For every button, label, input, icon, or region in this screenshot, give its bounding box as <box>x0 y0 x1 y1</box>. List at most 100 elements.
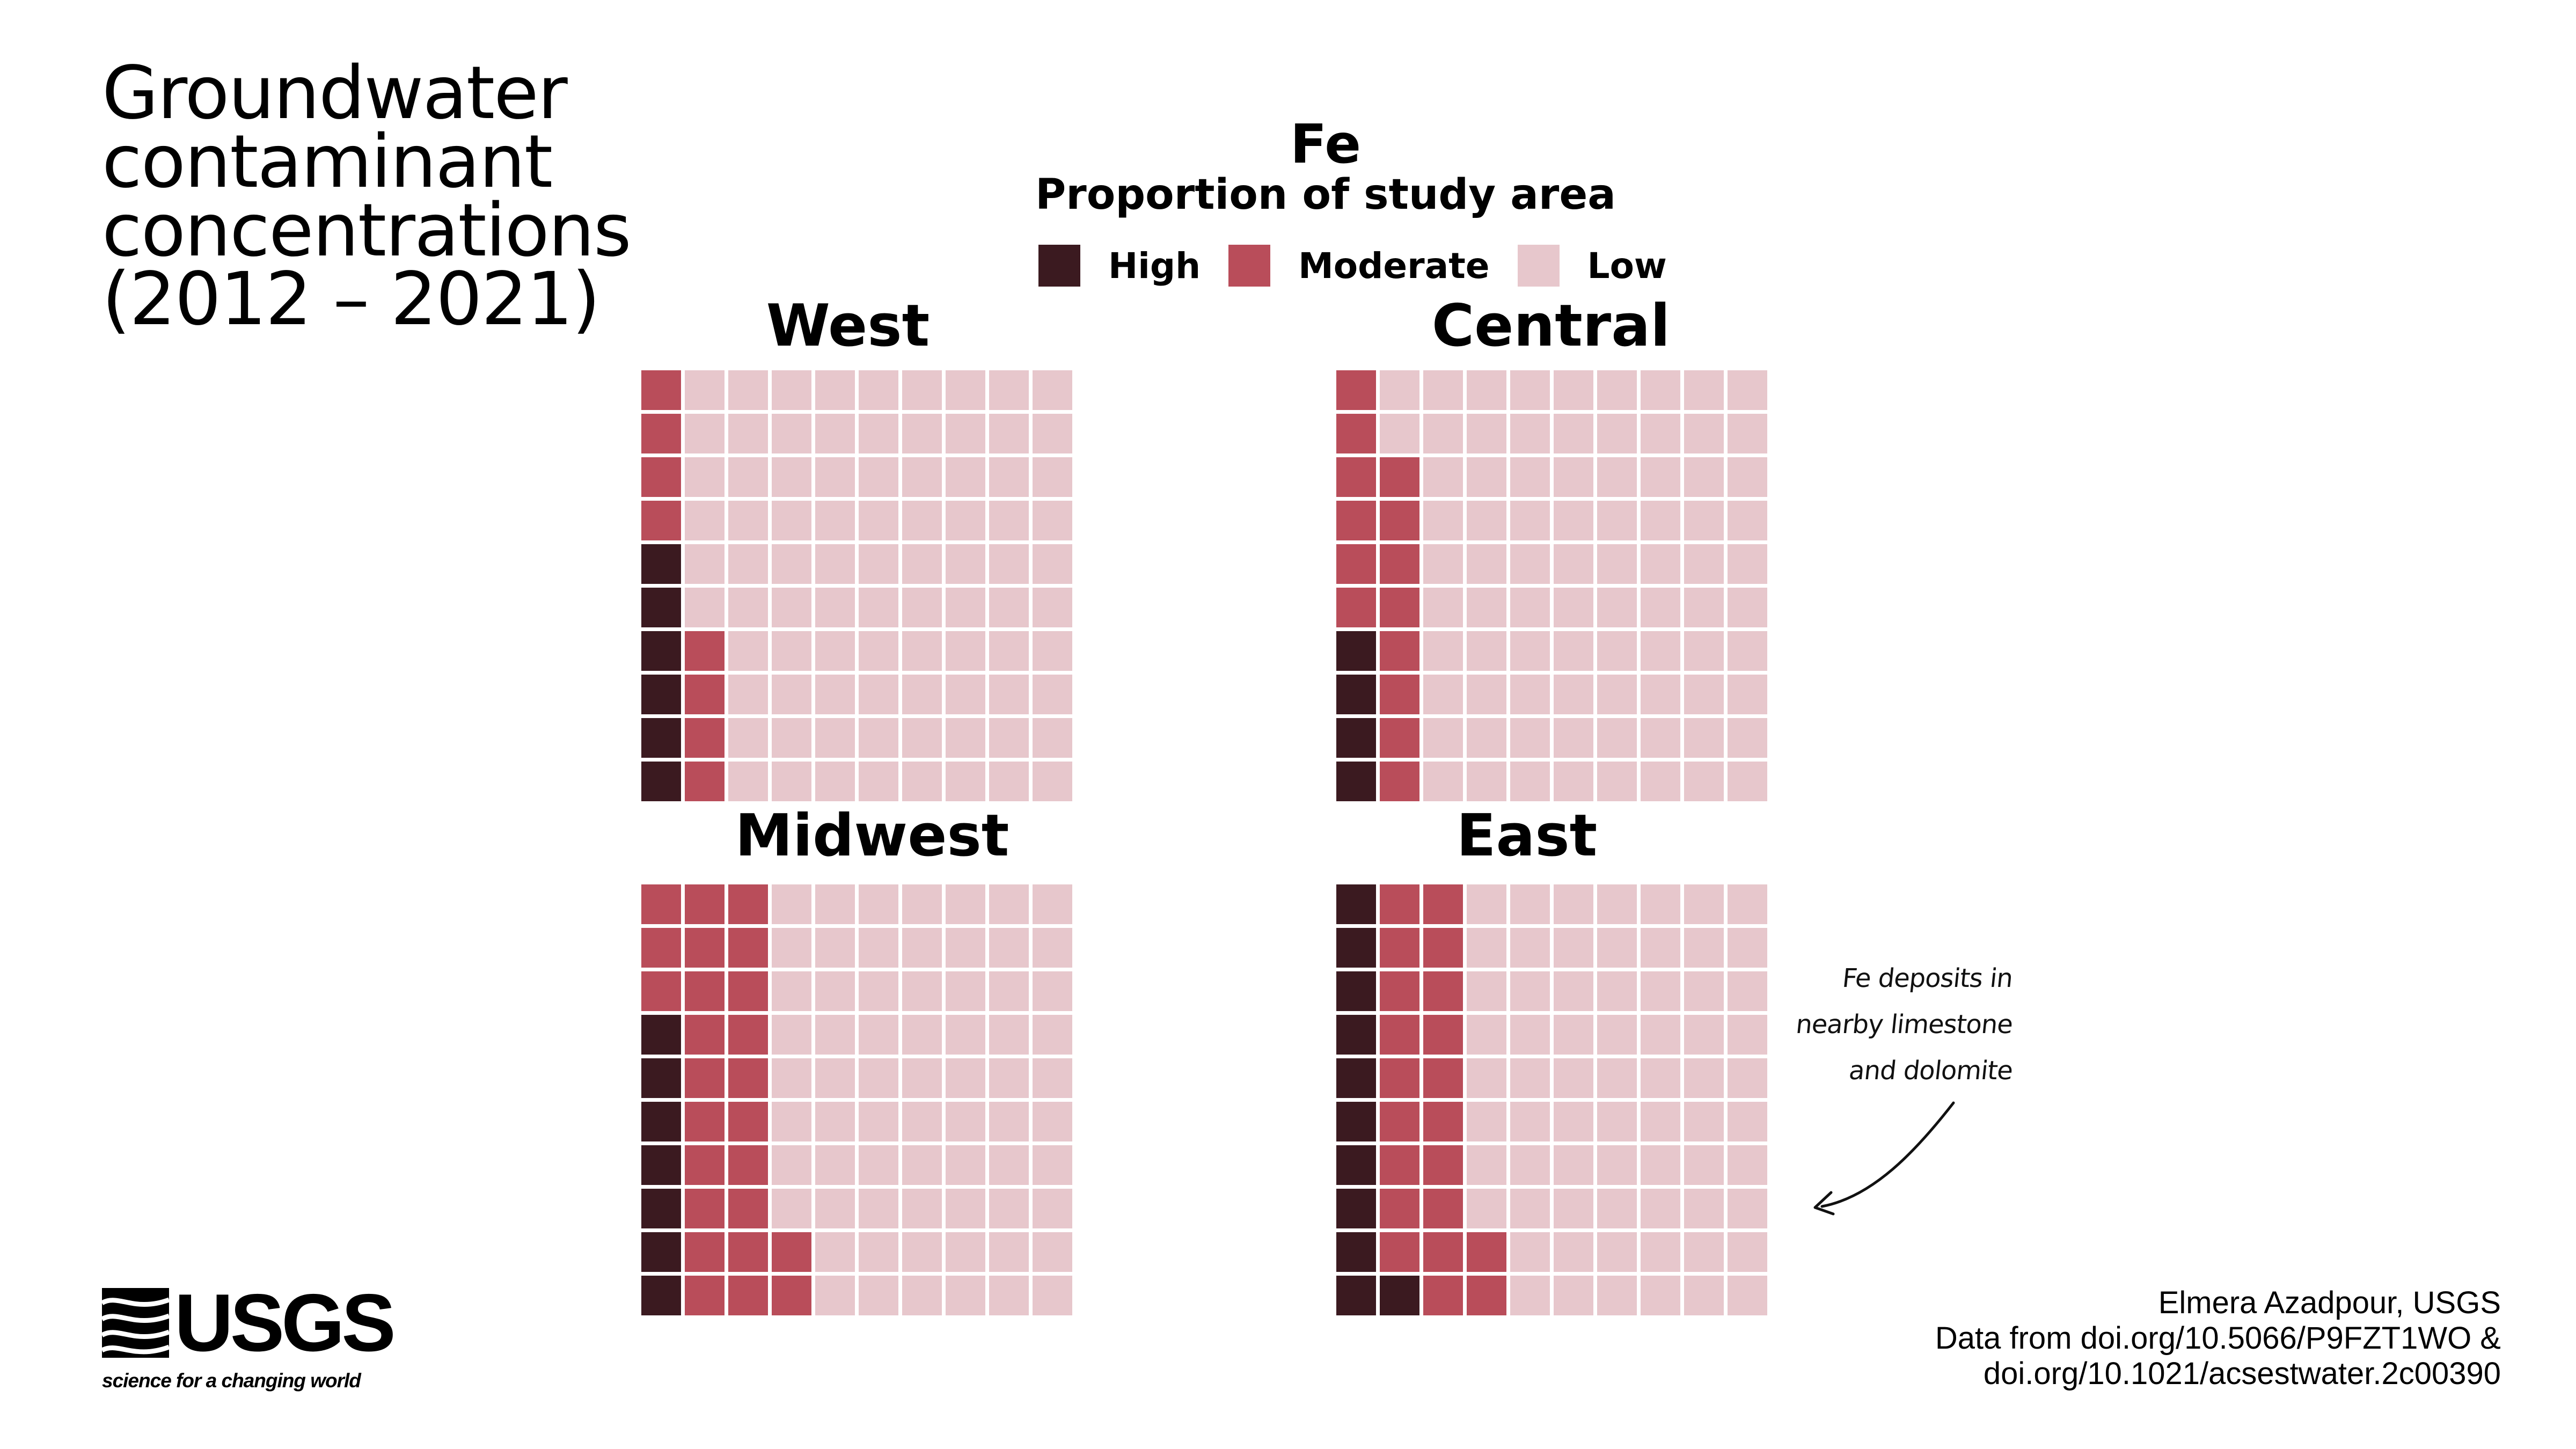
waffle-cell-low <box>859 370 898 410</box>
legend: High Moderate Low <box>1038 244 1695 287</box>
waffle-cell-low <box>1554 544 1593 584</box>
credit-author: Elmera Azadpour, USGS <box>2158 1285 2501 1320</box>
waffle-cell-low <box>1684 718 1724 758</box>
waffle-cell-low <box>728 762 768 801</box>
waffle-cell-low <box>1467 675 1506 714</box>
legend-label-moderate: Moderate <box>1298 245 1490 287</box>
waffle-cell-low <box>728 457 768 497</box>
waffle-cell-low <box>859 1145 898 1185</box>
waffle-cell-low <box>815 762 855 801</box>
panel-title-midwest: Midwest <box>735 802 1009 869</box>
waffle-cell-high <box>1336 971 1376 1011</box>
waffle-cell-low <box>1684 762 1724 801</box>
waffle-cell-high <box>641 631 681 671</box>
waffle-cell-low <box>1684 1232 1724 1272</box>
waffle-cell-low <box>859 884 898 924</box>
waffle-central <box>1336 370 1767 801</box>
waffle-cell-low <box>815 544 855 584</box>
waffle-cell-low <box>1597 718 1637 758</box>
waffle-cell-low <box>1380 414 1419 453</box>
waffle-cell-moderate <box>1336 414 1376 453</box>
waffle-cell-high <box>1336 1058 1376 1098</box>
waffle-cell-low <box>1033 675 1072 714</box>
waffle-cell-low <box>1554 971 1593 1011</box>
waffle-cell-low <box>859 718 898 758</box>
waffle-cell-low <box>1684 588 1724 627</box>
waffle-cell-low <box>1641 370 1680 410</box>
waffle-cell-low <box>1467 414 1506 453</box>
waffle-cell-low <box>859 971 898 1011</box>
credit-source-1: Data from doi.org/10.5066/P9FZT1WO & <box>1935 1321 2501 1356</box>
waffle-cell-low <box>1597 544 1637 584</box>
waffle-cell-moderate <box>685 1232 724 1272</box>
waffle-cell-low <box>1728 1145 1767 1185</box>
waffle-cell-moderate <box>685 631 724 671</box>
credits: Elmera Azadpour, USGS Data from doi.org/… <box>1935 1285 2501 1392</box>
waffle-cell-high <box>1336 675 1376 714</box>
waffle-cell-low <box>1684 414 1724 453</box>
waffle-cell-high <box>641 588 681 627</box>
waffle-cell-low <box>1728 971 1767 1011</box>
waffle-cell-moderate <box>1423 1276 1463 1315</box>
waffle-cell-low <box>1641 928 1680 968</box>
waffle-cell-low <box>859 457 898 497</box>
waffle-cell-moderate <box>1380 971 1419 1011</box>
waffle-cell-low <box>1684 884 1724 924</box>
waffle-cell-low <box>859 631 898 671</box>
panel-title-central: Central <box>1431 292 1671 360</box>
waffle-cell-high <box>1380 1276 1419 1315</box>
waffle-cell-low <box>1510 631 1550 671</box>
waffle-cell-low <box>1033 762 1072 801</box>
waffle-cell-low <box>1510 884 1550 924</box>
waffle-cell-low <box>1033 1058 1072 1098</box>
waffle-cell-low <box>1033 501 1072 540</box>
waffle-cell-low <box>859 1015 898 1055</box>
waffle-cell-moderate <box>1380 928 1419 968</box>
waffle-cell-moderate <box>685 1015 724 1055</box>
waffle-cell-high <box>1336 1015 1376 1055</box>
usgs-wordmark: USGS <box>174 1277 396 1368</box>
waffle-cell-low <box>1467 1102 1506 1141</box>
waffle-cell-low <box>772 1015 811 1055</box>
waffle-cell-low <box>989 1232 1029 1272</box>
waffle-cell-low <box>815 718 855 758</box>
waffle-cell-high <box>1336 762 1376 801</box>
waffle-cell-low <box>946 1145 985 1185</box>
waffle-cell-low <box>1510 1102 1550 1141</box>
waffle-cell-low <box>1684 1015 1724 1055</box>
waffle-cell-low <box>1728 1015 1767 1055</box>
waffle-cell-low <box>859 414 898 453</box>
waffle-cell-high <box>641 675 681 714</box>
waffle-cell-low <box>902 1232 942 1272</box>
waffle-cell-low <box>728 501 768 540</box>
waffle-cell-low <box>815 1102 855 1141</box>
waffle-cell-moderate <box>1380 501 1419 540</box>
waffle-cell-low <box>1467 370 1506 410</box>
waffle-cell-low <box>1728 884 1767 924</box>
waffle-cell-low <box>1554 718 1593 758</box>
waffle-cell-low <box>1597 1015 1637 1055</box>
waffle-cell-low <box>1467 631 1506 671</box>
waffle-cell-low <box>815 501 855 540</box>
waffle-cell-low <box>815 1189 855 1228</box>
waffle-cell-low <box>815 928 855 968</box>
waffle-cell-low <box>1467 544 1506 584</box>
waffle-cell-low <box>902 457 942 497</box>
waffle-cell-low <box>1554 1102 1593 1141</box>
waffle-cell-low <box>772 370 811 410</box>
waffle-cell-low <box>946 1058 985 1098</box>
waffle-cell-low <box>1033 884 1072 924</box>
waffle-cell-low <box>685 501 724 540</box>
waffle-cell-low <box>902 1102 942 1141</box>
waffle-cell-low <box>1510 1058 1550 1098</box>
waffle-cell-low <box>902 675 942 714</box>
waffle-cell-low <box>1033 414 1072 453</box>
waffle-cell-moderate <box>1380 631 1419 671</box>
waffle-cell-low <box>902 370 942 410</box>
waffle-cell-low <box>1728 1058 1767 1098</box>
waffle-cell-low <box>859 1102 898 1141</box>
waffle-cell-low <box>1597 414 1637 453</box>
waffle-cell-low <box>1423 370 1463 410</box>
waffle-cell-low <box>1033 971 1072 1011</box>
waffle-cell-low <box>1728 1189 1767 1228</box>
